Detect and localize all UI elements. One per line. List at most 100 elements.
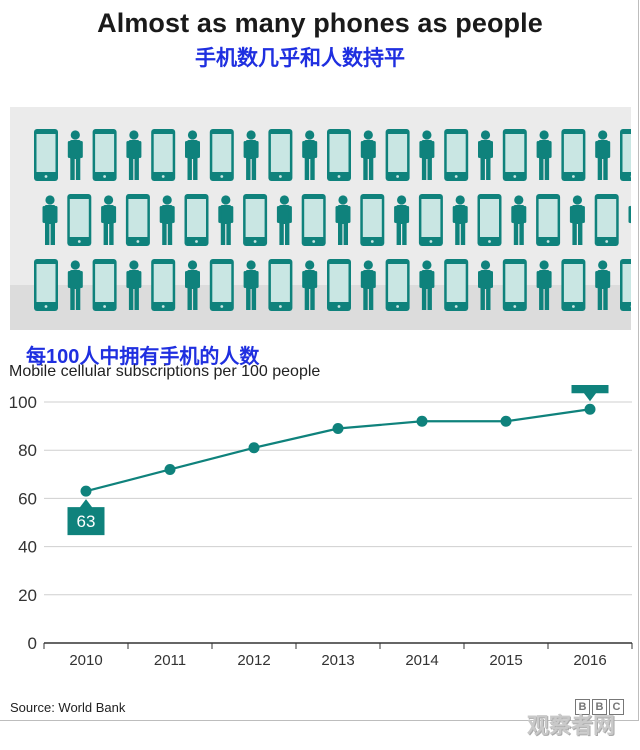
person-icon xyxy=(67,130,83,180)
phone-icon xyxy=(385,259,410,311)
person-icon xyxy=(243,260,259,310)
phone-icon xyxy=(92,129,117,181)
phone-icon xyxy=(184,194,209,246)
person-icon xyxy=(276,195,292,245)
person-icon xyxy=(394,195,410,245)
phone-icon xyxy=(301,194,326,246)
data-point xyxy=(584,403,596,415)
value-callout: 97 xyxy=(571,385,609,402)
x-tick-label: 2015 xyxy=(489,652,522,669)
x-tick-label: 2016 xyxy=(573,652,606,669)
data-point xyxy=(80,485,92,497)
source-note: Source: World Bank xyxy=(10,700,126,715)
y-tick-label: 0 xyxy=(28,634,37,653)
phone-icon xyxy=(34,259,58,311)
phone-icon xyxy=(444,259,469,311)
x-tick-label: 2011 xyxy=(154,652,186,669)
data-point xyxy=(416,415,428,427)
person-icon xyxy=(218,195,234,245)
phone-icon xyxy=(620,259,631,311)
person-icon xyxy=(159,195,175,245)
person-icon xyxy=(478,130,493,180)
person-icon xyxy=(126,260,142,310)
bbc-logo-letter: B xyxy=(592,699,607,715)
page-subtitle-cn: 手机数几乎和人数持平 xyxy=(195,47,405,70)
person-icon xyxy=(42,195,58,245)
phone-icon xyxy=(327,129,351,181)
phone-icon xyxy=(34,129,58,181)
person-icon xyxy=(536,260,552,310)
y-tick-label: 80 xyxy=(18,441,37,460)
watermark: 观察者网 xyxy=(527,713,616,738)
phone-icon xyxy=(268,259,293,311)
phone-icon xyxy=(209,129,234,181)
phone-icon xyxy=(561,259,586,311)
person-icon xyxy=(511,195,527,245)
bbc-logo-letter: B xyxy=(575,699,590,715)
person-icon xyxy=(243,130,259,180)
phone-icon xyxy=(268,129,293,181)
person-icon xyxy=(302,260,318,310)
person-icon xyxy=(185,130,200,180)
phone-icon xyxy=(594,194,619,246)
y-tick-label: 60 xyxy=(18,489,37,508)
callout-label: 97 xyxy=(581,385,600,389)
value-callout: 63 xyxy=(67,499,105,536)
person-icon xyxy=(101,195,117,245)
person-icon xyxy=(536,130,552,180)
data-point xyxy=(248,442,260,454)
bbc-logo-letter: C xyxy=(609,699,624,715)
callout-label: 63 xyxy=(77,512,96,531)
person-icon xyxy=(185,260,200,310)
chart-title: Mobile cellular subscriptions per 100 pe… xyxy=(9,363,321,380)
person-icon xyxy=(452,195,468,245)
phone-icon xyxy=(620,129,631,181)
x-tick-label: 2013 xyxy=(321,652,354,669)
y-tick-label: 100 xyxy=(9,393,37,412)
phone-icon xyxy=(209,259,234,311)
y-tick-label: 40 xyxy=(18,538,37,557)
x-tick-label: 2012 xyxy=(237,652,270,669)
person-icon xyxy=(569,195,585,245)
person-icon xyxy=(360,130,376,180)
person-icon xyxy=(360,260,376,310)
x-tick-label: 2010 xyxy=(69,652,102,669)
person-icon xyxy=(628,205,631,224)
phones-people-illustration xyxy=(10,107,631,330)
phone-icon xyxy=(477,194,502,246)
phone-icon xyxy=(327,259,351,311)
phone-icon xyxy=(67,194,92,246)
phone-icon xyxy=(385,129,410,181)
phone-icon xyxy=(561,129,586,181)
bbc-logo: B B C xyxy=(575,699,624,715)
phone-icon xyxy=(243,194,268,246)
phone-icon xyxy=(360,194,385,246)
phone-icon xyxy=(502,129,527,181)
phone-icon xyxy=(151,259,176,311)
person-icon xyxy=(595,260,611,310)
person-icon xyxy=(595,130,611,180)
phone-icon xyxy=(92,259,117,311)
phone-icon xyxy=(151,129,176,181)
phone-icon xyxy=(418,194,443,246)
person-icon xyxy=(126,130,142,180)
phone-icon xyxy=(444,129,469,181)
person-icon xyxy=(302,130,318,180)
data-point xyxy=(500,415,512,427)
person-icon xyxy=(419,130,435,180)
person-icon xyxy=(478,260,493,310)
phone-icon xyxy=(536,194,561,246)
y-tick-label: 20 xyxy=(18,586,37,605)
page-title: Almost as many phones as people xyxy=(97,8,543,38)
person-icon xyxy=(335,195,351,245)
chart-heading-cn: 每100人中拥有手机的人数 xyxy=(26,346,260,368)
data-point xyxy=(332,423,344,435)
graphic-frame xyxy=(0,0,639,721)
person-icon xyxy=(67,260,83,310)
line-chart: 0 20 40 60 80 100 2010 2011 2012 2013 2014 2015 2016… xyxy=(9,385,633,669)
person-icon xyxy=(419,260,435,310)
x-tick-label: 2014 xyxy=(405,652,438,669)
phone-icon xyxy=(125,194,150,246)
icon-grid xyxy=(34,129,631,311)
phone-icon xyxy=(502,259,527,311)
